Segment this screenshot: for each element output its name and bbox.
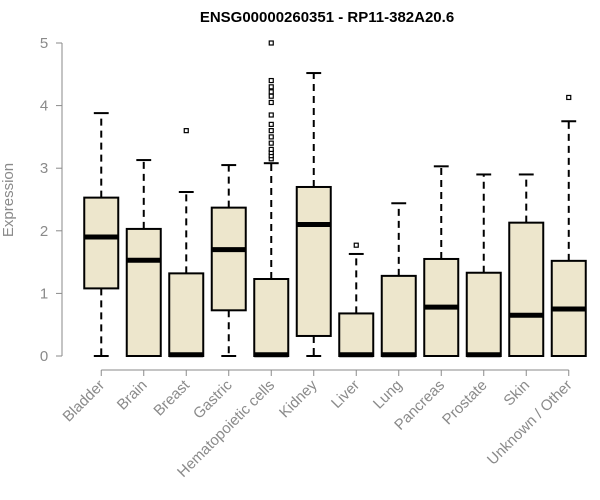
x-tick-label: Breast [150, 376, 193, 419]
x-tick-label: Bladder [59, 377, 108, 426]
box-brain [125, 159, 162, 357]
box-skin [508, 173, 545, 357]
outlier-point [353, 242, 359, 248]
y-tick-label: 2 [40, 223, 48, 240]
iqr-box [83, 196, 120, 290]
box-lung [380, 202, 417, 358]
x-tick-label: Kidney [276, 376, 321, 421]
box-bladder [83, 112, 120, 357]
box-breast [168, 128, 205, 358]
outlier-point [268, 84, 274, 90]
outlier-point [268, 89, 274, 95]
box-hematopoietic-cells [253, 40, 290, 358]
outlier-point [268, 134, 274, 140]
iqr-box [295, 185, 332, 337]
outlier-point [183, 128, 189, 134]
iqr-box [508, 221, 545, 357]
outlier-point [268, 99, 274, 106]
box-pancreas [423, 165, 460, 357]
iqr-box [338, 312, 375, 358]
outlier-point [268, 121, 274, 127]
iqr-box [380, 274, 417, 358]
outlier-point [268, 93, 274, 99]
outlier-point [268, 40, 274, 46]
outlier-point [268, 146, 274, 153]
x-tick-label: Lung [370, 377, 406, 413]
y-tick-label: 3 [40, 160, 48, 177]
y-tick-label: 1 [40, 285, 48, 302]
outlier-point [268, 128, 274, 134]
chart-title: ENSG00000260351 - RP11-382A20.6 [200, 9, 454, 26]
y-tick-label: 4 [40, 98, 48, 115]
box-gastric [210, 164, 247, 357]
outlier-point [566, 94, 572, 101]
y-axis: 0 1 2 3 4 5 [40, 35, 63, 365]
outlier-point [268, 140, 274, 146]
box-kidney [295, 72, 332, 357]
y-tick-label: 0 [40, 348, 48, 365]
x-tick-label: Liver [328, 377, 363, 412]
x-tick-label: Brain [114, 377, 151, 414]
outlier-point [268, 112, 274, 118]
iqr-box [465, 271, 502, 358]
iqr-box [125, 227, 162, 357]
outlier-point [268, 77, 274, 84]
y-axis-label: Expression [0, 163, 17, 237]
x-tick-label: Prostate [439, 377, 491, 429]
x-tick-label: Skin [500, 377, 533, 410]
iqr-box [210, 206, 247, 312]
boxes-group [83, 40, 587, 358]
iqr-box [168, 272, 205, 358]
box-unknown-other [550, 94, 587, 357]
box-prostate [465, 173, 502, 358]
box-liver [338, 242, 375, 358]
y-tick-label: 5 [40, 35, 48, 52]
iqr-box [253, 278, 290, 358]
